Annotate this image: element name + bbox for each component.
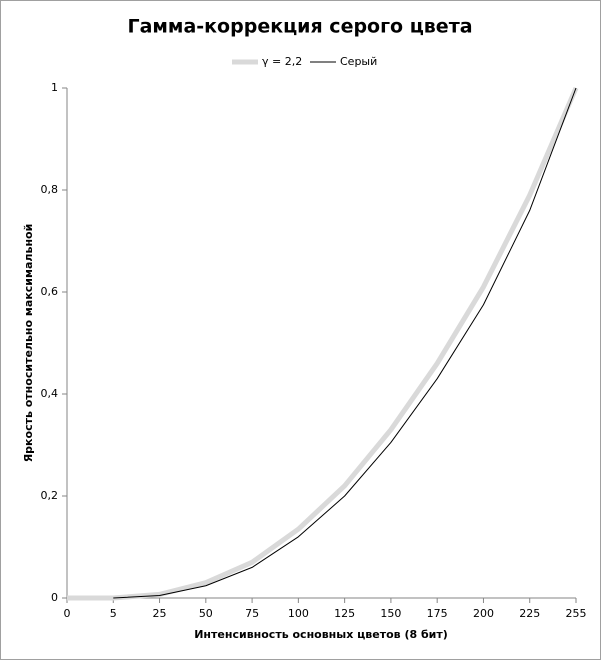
legend-label: γ = 2,2 [262,55,302,68]
y-tick-label: 0 [51,591,58,604]
x-tick-label: 200 [473,607,494,620]
series-line [113,87,577,599]
series-line [67,87,579,601]
chart-title: Гамма-коррекция серого цвета [127,16,472,38]
legend-label: Серый [340,55,377,68]
x-tick-label: 125 [334,607,355,620]
x-tick-label: 175 [427,607,448,620]
y-tick-label: 0,4 [41,387,59,400]
y-tick-label: 0,6 [41,285,59,298]
x-tick-label: 50 [199,607,213,620]
x-tick-label: 25 [153,607,167,620]
x-tick-label: 255 [566,607,587,620]
x-axis-title: Интенсивность основных цветов (8 бит) [194,628,448,641]
x-tick-label: 150 [380,607,401,620]
x-tick-label: 75 [245,607,259,620]
x-tick-label: 100 [288,607,309,620]
x-tick-label: 5 [110,607,117,620]
y-tick-label: 0,8 [41,183,59,196]
y-tick-label: 0,2 [41,489,59,502]
x-tick-label: 225 [519,607,540,620]
y-axis-title: Яркость относительно максимальной [22,224,35,463]
y-tick-label: 1 [51,81,58,94]
x-tick-label: 0 [64,607,71,620]
